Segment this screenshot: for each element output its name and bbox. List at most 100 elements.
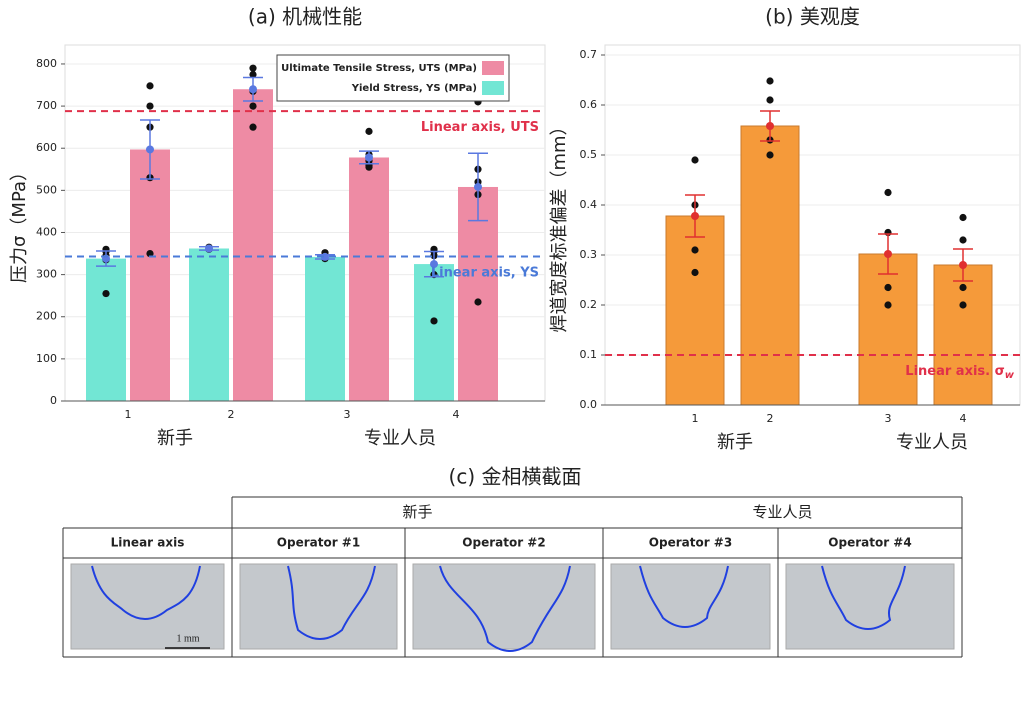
micrograph	[785, 563, 955, 650]
column-header: Operator #1	[277, 536, 360, 550]
data-point	[365, 127, 373, 135]
reference-label: Linear axis, YS	[431, 265, 539, 280]
data-point	[691, 246, 699, 254]
chart-title: (a) 机械性能	[248, 5, 362, 29]
reference-label-text: Linear axis. σ	[905, 364, 1004, 379]
x-tick-label: 2	[767, 412, 774, 425]
micrograph	[610, 563, 771, 650]
x-tick-label: 4	[960, 412, 967, 425]
data-point	[249, 64, 257, 72]
column-header: Operator #2	[462, 536, 545, 550]
y-tick-label: 600	[36, 141, 57, 154]
y-tick-label: 300	[36, 268, 57, 281]
x-tick-label: 3	[885, 412, 892, 425]
mean-point	[205, 244, 213, 253]
y-tick-label: 500	[36, 183, 57, 196]
data-point	[102, 289, 110, 298]
mean-point	[884, 250, 892, 258]
x-tick-label: 2	[228, 408, 235, 421]
column-header: Linear axis	[111, 536, 185, 550]
y-tick-label: 0.4	[580, 198, 598, 211]
mean-point	[321, 252, 329, 261]
panel-c-title: (c) 金相横截面	[449, 465, 582, 489]
data-point	[959, 301, 967, 309]
y-tick-label: 800	[36, 57, 57, 70]
y-tick-label: 0.3	[580, 248, 598, 261]
y-tick-label: 0.1	[580, 348, 598, 361]
data-point	[430, 317, 438, 325]
data-point	[959, 213, 967, 222]
mean-point	[430, 260, 438, 269]
y-tick-label: 100	[36, 352, 57, 365]
column-header: Operator #4	[828, 536, 911, 550]
data-point	[884, 301, 892, 309]
mean-point	[959, 261, 967, 269]
reference-label-sub: w	[1005, 370, 1015, 381]
data-point	[691, 268, 699, 277]
data-point	[249, 70, 257, 79]
weld-boundary	[287, 565, 376, 640]
bar	[130, 149, 170, 401]
data-point	[884, 283, 892, 292]
group-header: 专业人员	[752, 503, 812, 521]
micrograph	[239, 563, 398, 650]
legend-swatch	[482, 81, 504, 95]
mean-point	[249, 85, 257, 94]
micrograph	[412, 563, 596, 650]
bar	[858, 253, 918, 406]
bar	[458, 186, 498, 401]
mean-point	[766, 122, 774, 130]
mean-point	[146, 145, 154, 154]
reference-label-text: Linear axis, YS	[431, 265, 539, 280]
y-tick-label: 0	[50, 394, 57, 407]
y-tick-label: 0.0	[580, 398, 598, 411]
mean-point	[691, 212, 699, 220]
legend-label: Ultimate Tensile Stress, UTS (MPa)	[281, 63, 477, 74]
legend-box	[276, 54, 510, 102]
data-point	[884, 188, 892, 197]
data-point	[959, 236, 967, 244]
weld-boundary	[91, 565, 201, 620]
weld-boundary	[439, 565, 571, 652]
data-point	[959, 283, 967, 292]
weld-boundary	[821, 565, 906, 630]
chart-title: (b) 美观度	[765, 5, 860, 29]
y-tick-label: 200	[36, 310, 57, 323]
y-tick-label: 0.7	[580, 48, 598, 61]
bar	[189, 248, 229, 401]
data-point	[766, 151, 774, 159]
data-point	[691, 156, 699, 164]
y-axis-label: 压力σ（MPa）	[9, 163, 30, 283]
x-tick-label: 3	[344, 408, 351, 421]
group-label: 专业人员	[364, 428, 436, 449]
legend-label: Yield Stress, YS (MPa)	[351, 83, 477, 94]
bar	[414, 264, 454, 401]
bar	[740, 125, 800, 406]
y-axis-label: 焊道宽度标准偏差（mm）	[549, 117, 570, 332]
data-point	[146, 102, 154, 110]
bar	[665, 215, 725, 406]
y-tick-label: 0.5	[580, 148, 598, 161]
y-tick-label: 0.6	[580, 98, 598, 111]
mean-point	[474, 182, 482, 191]
data-point	[766, 96, 774, 104]
y-tick-label: 700	[36, 99, 57, 112]
data-point	[474, 298, 482, 306]
group-label: 新手	[157, 428, 193, 449]
scale-bar-label: 1 mm	[176, 633, 199, 644]
x-tick-label: 4	[453, 408, 460, 421]
micrograph	[70, 563, 225, 650]
data-point	[766, 77, 774, 85]
data-point	[365, 163, 373, 171]
group-header: 新手	[402, 503, 432, 521]
weld-boundary	[639, 565, 729, 628]
data-point	[146, 82, 154, 90]
legend-swatch	[482, 61, 504, 75]
bar	[233, 89, 273, 401]
y-tick-label: 400	[36, 225, 57, 238]
data-point	[249, 123, 257, 131]
data-point	[249, 102, 257, 110]
reference-label: Linear axis. σw	[905, 364, 1014, 382]
bar	[86, 258, 126, 401]
